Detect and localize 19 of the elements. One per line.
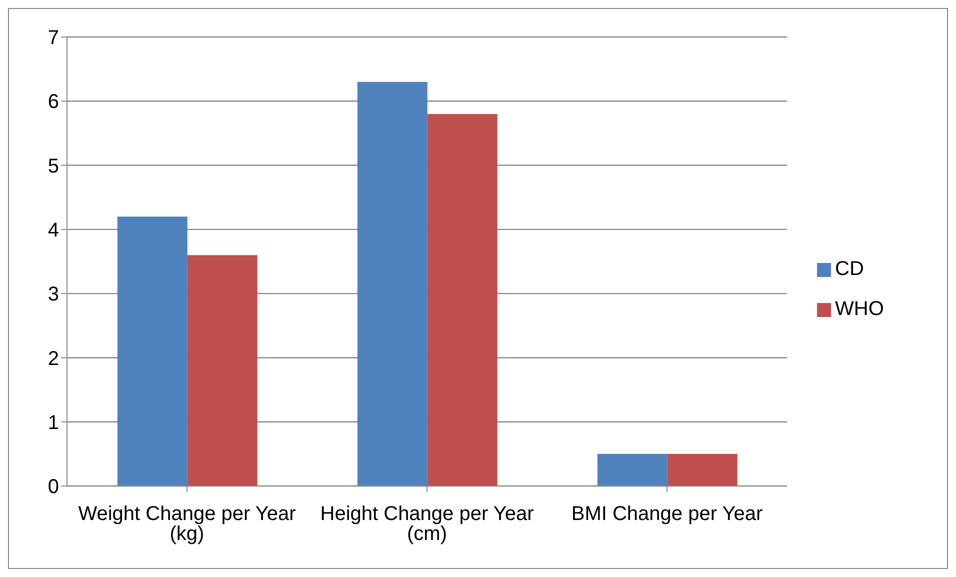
bar xyxy=(427,114,498,486)
y-tick-label: 3 xyxy=(48,284,59,306)
legend-label: WHO xyxy=(835,298,884,320)
y-tick-label: 4 xyxy=(48,220,59,242)
x-tick-label: Height Change per Year (cm) xyxy=(320,503,534,546)
bar xyxy=(667,454,738,486)
y-tick-label: 2 xyxy=(48,348,59,370)
y-tick-label: 7 xyxy=(48,27,59,50)
x-tick-label: Weight Change per Year (kg) xyxy=(78,503,296,546)
bar xyxy=(117,216,188,486)
y-tick-label: 5 xyxy=(48,155,59,178)
x-tick-label: BMI Change per Year xyxy=(571,503,763,526)
y-tick-label: 0 xyxy=(48,476,59,498)
bar xyxy=(357,82,428,486)
legend-label: CD xyxy=(835,258,864,280)
bar xyxy=(187,255,258,486)
y-tick-label: 1 xyxy=(48,412,59,434)
y-tick-label: 6 xyxy=(48,91,59,114)
bar xyxy=(597,454,668,486)
